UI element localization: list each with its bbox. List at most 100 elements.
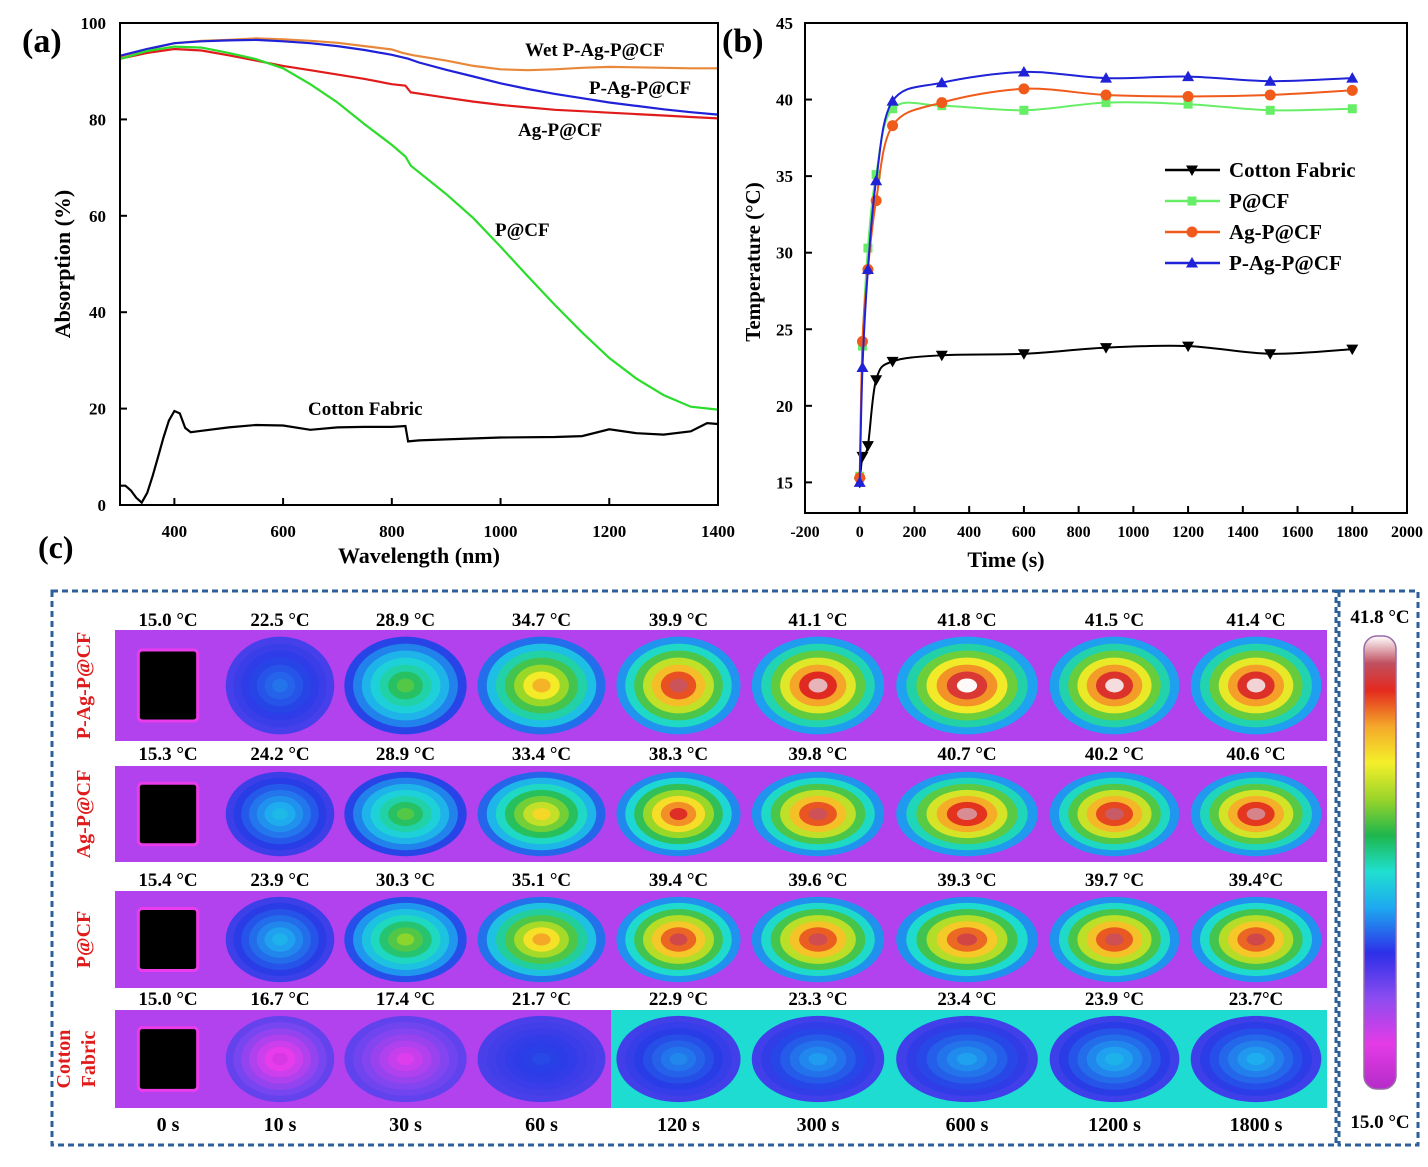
x-tick-label-b: 1200 xyxy=(1172,524,1204,541)
y-tick-label-b: 35 xyxy=(776,167,793,186)
temperature-label: 23.9 °C xyxy=(1085,989,1144,1010)
time-label: 1800 s xyxy=(1230,1114,1283,1136)
series-annotation-a: Wet P-Ag-P@CF xyxy=(525,40,665,61)
panel-a: (a) 400 600 800 1000 1200 1400 0 20 40 60 80 100 Wave… xyxy=(22,14,735,568)
legend-marker xyxy=(1186,226,1198,238)
heat-ring xyxy=(808,1052,828,1066)
x-tick-label-b: 2000 xyxy=(1391,524,1423,541)
data-point-p-cf xyxy=(888,104,898,114)
thermal-grid-frame xyxy=(50,589,1338,1147)
cold-sample xyxy=(136,906,200,973)
scale-frame xyxy=(1337,589,1420,1147)
series-annotation-a: Cotton Fabric xyxy=(308,399,423,420)
data-point-ag-p-cf xyxy=(1264,89,1276,101)
data-point-cotton-fabric xyxy=(1346,344,1359,356)
series-line-p-cf xyxy=(119,45,719,411)
data-point-cotton-fabric xyxy=(1264,349,1277,360)
thermal-image xyxy=(472,766,611,862)
panel-label-a: (a) xyxy=(22,23,62,60)
x-tick-label-b: 1400 xyxy=(1227,524,1259,541)
thermal-image xyxy=(611,891,746,988)
y-tick-label-a: 40 xyxy=(89,303,106,322)
legend-marker xyxy=(1187,196,1197,206)
heat-ring xyxy=(396,678,415,693)
temperature-label: 15.4 °C xyxy=(138,870,197,891)
heat-ring xyxy=(272,678,288,693)
series-annotation-a: Ag-P@CF xyxy=(518,120,602,141)
data-point-p-cf xyxy=(1019,105,1029,115)
y-axis-title-b: Temperature (°C) xyxy=(741,182,765,341)
thermal-row-p-ag-p-cf: P-Ag-P@CF 15.0 °C 22.5 °C 28.9 °C 34.7 °C 39.… xyxy=(73,610,1327,741)
thermal-image xyxy=(221,630,339,741)
temperature-label: 40.7 °C xyxy=(937,744,996,765)
thermal-image xyxy=(890,891,1044,988)
series-annotation-a: P-Ag-P@CF xyxy=(589,78,691,99)
time-label: 1200 s xyxy=(1088,1114,1141,1136)
temperature-label: 41.4 °C xyxy=(1226,610,1285,631)
heat-ring xyxy=(956,807,978,821)
y-tick-label-a: 80 xyxy=(89,110,106,129)
cold-sample xyxy=(136,1026,200,1092)
thermal-image xyxy=(1044,891,1185,988)
row-label: P@CF xyxy=(73,911,95,968)
temperature-label: 41.5 °C xyxy=(1085,610,1144,631)
heat-ring xyxy=(396,807,415,821)
time-label: 30 s xyxy=(389,1114,422,1136)
thermal-row-p-cf: P@CF 15.4 °C 23.9 °C 30.3 °C 35.1 °C 39.4 °C 3… xyxy=(73,870,1327,988)
heat-ring xyxy=(272,933,288,946)
x-tick-label-b: 800 xyxy=(1067,524,1091,541)
y-tick-label-a: 100 xyxy=(81,14,107,33)
heat-ring xyxy=(396,1052,415,1066)
panel-label-c: (c) xyxy=(38,529,74,565)
heat-ring xyxy=(1105,807,1124,821)
data-point-p-ag-p-cf xyxy=(856,361,869,373)
x-tick-label-b: 200 xyxy=(902,524,926,541)
x-tick-label-b: 400 xyxy=(957,524,981,541)
temperature-label: 15.0 °C xyxy=(138,989,197,1010)
thermal-row-ag-p-cf: Ag-P@CF 15.3 °C 24.2 °C 28.9 °C 33.4 °C 38.3 … xyxy=(73,744,1327,862)
temperature-label: 17.4 °C xyxy=(376,989,435,1010)
temperature-label: 39.6 °C xyxy=(788,870,847,891)
y-tick-label-a: 20 xyxy=(89,400,106,419)
temperature-label: 28.9 °C xyxy=(376,610,435,631)
time-label: 120 s xyxy=(657,1114,700,1136)
data-point-p-ag-p-cf xyxy=(1182,70,1195,82)
scale-min-label: 15.0 °C xyxy=(1350,1112,1409,1133)
data-point-p-ag-p-cf xyxy=(861,263,874,275)
thermal-image xyxy=(472,891,611,988)
thermal-image xyxy=(339,766,472,862)
data-point-cotton-fabric xyxy=(1100,343,1112,354)
data-point-cotton-fabric xyxy=(1182,341,1195,353)
y-tick-label-b: 45 xyxy=(776,14,793,33)
heat-ring xyxy=(1246,933,1266,946)
legend-label: Ag-P@CF xyxy=(1229,220,1322,244)
data-point-ag-p-cf xyxy=(1346,84,1358,96)
temperature-label: 30.3 °C xyxy=(376,870,435,891)
data-point-p-ag-p-cf xyxy=(935,76,948,88)
thermal-image xyxy=(611,1010,746,1108)
heat-ring xyxy=(1246,678,1266,693)
y-tick-label-a: 0 xyxy=(98,496,107,515)
temperature-label: 16.7 °C xyxy=(250,989,309,1010)
series-line-p-ag-p-cf xyxy=(119,38,719,116)
data-point-p-cf xyxy=(1183,99,1193,109)
row-label: Fabric xyxy=(78,1031,100,1088)
temperature-label: 33.4 °C xyxy=(512,744,571,765)
temperature-label: 22.9 °C xyxy=(649,989,708,1010)
thermal-image xyxy=(746,630,890,741)
data-point-ag-p-cf xyxy=(1018,83,1030,95)
thermal-image xyxy=(339,891,472,988)
temperature-label: 39.7 °C xyxy=(1085,870,1144,891)
thermal-image xyxy=(1185,891,1327,988)
series-line-ag-p-cf xyxy=(858,87,1353,478)
x-tick-label-b: 1600 xyxy=(1282,524,1314,541)
y-tick-label-b: 30 xyxy=(776,244,793,263)
x-tick-label-a: 600 xyxy=(270,522,296,541)
x-tick-label-b: 0 xyxy=(856,524,864,541)
temperature-label: 34.7 °C xyxy=(512,610,571,631)
data-point-cotton-fabric xyxy=(870,375,883,386)
x-tick-label-b: 600 xyxy=(1012,524,1036,541)
x-tick-label-a: 1000 xyxy=(484,522,518,541)
